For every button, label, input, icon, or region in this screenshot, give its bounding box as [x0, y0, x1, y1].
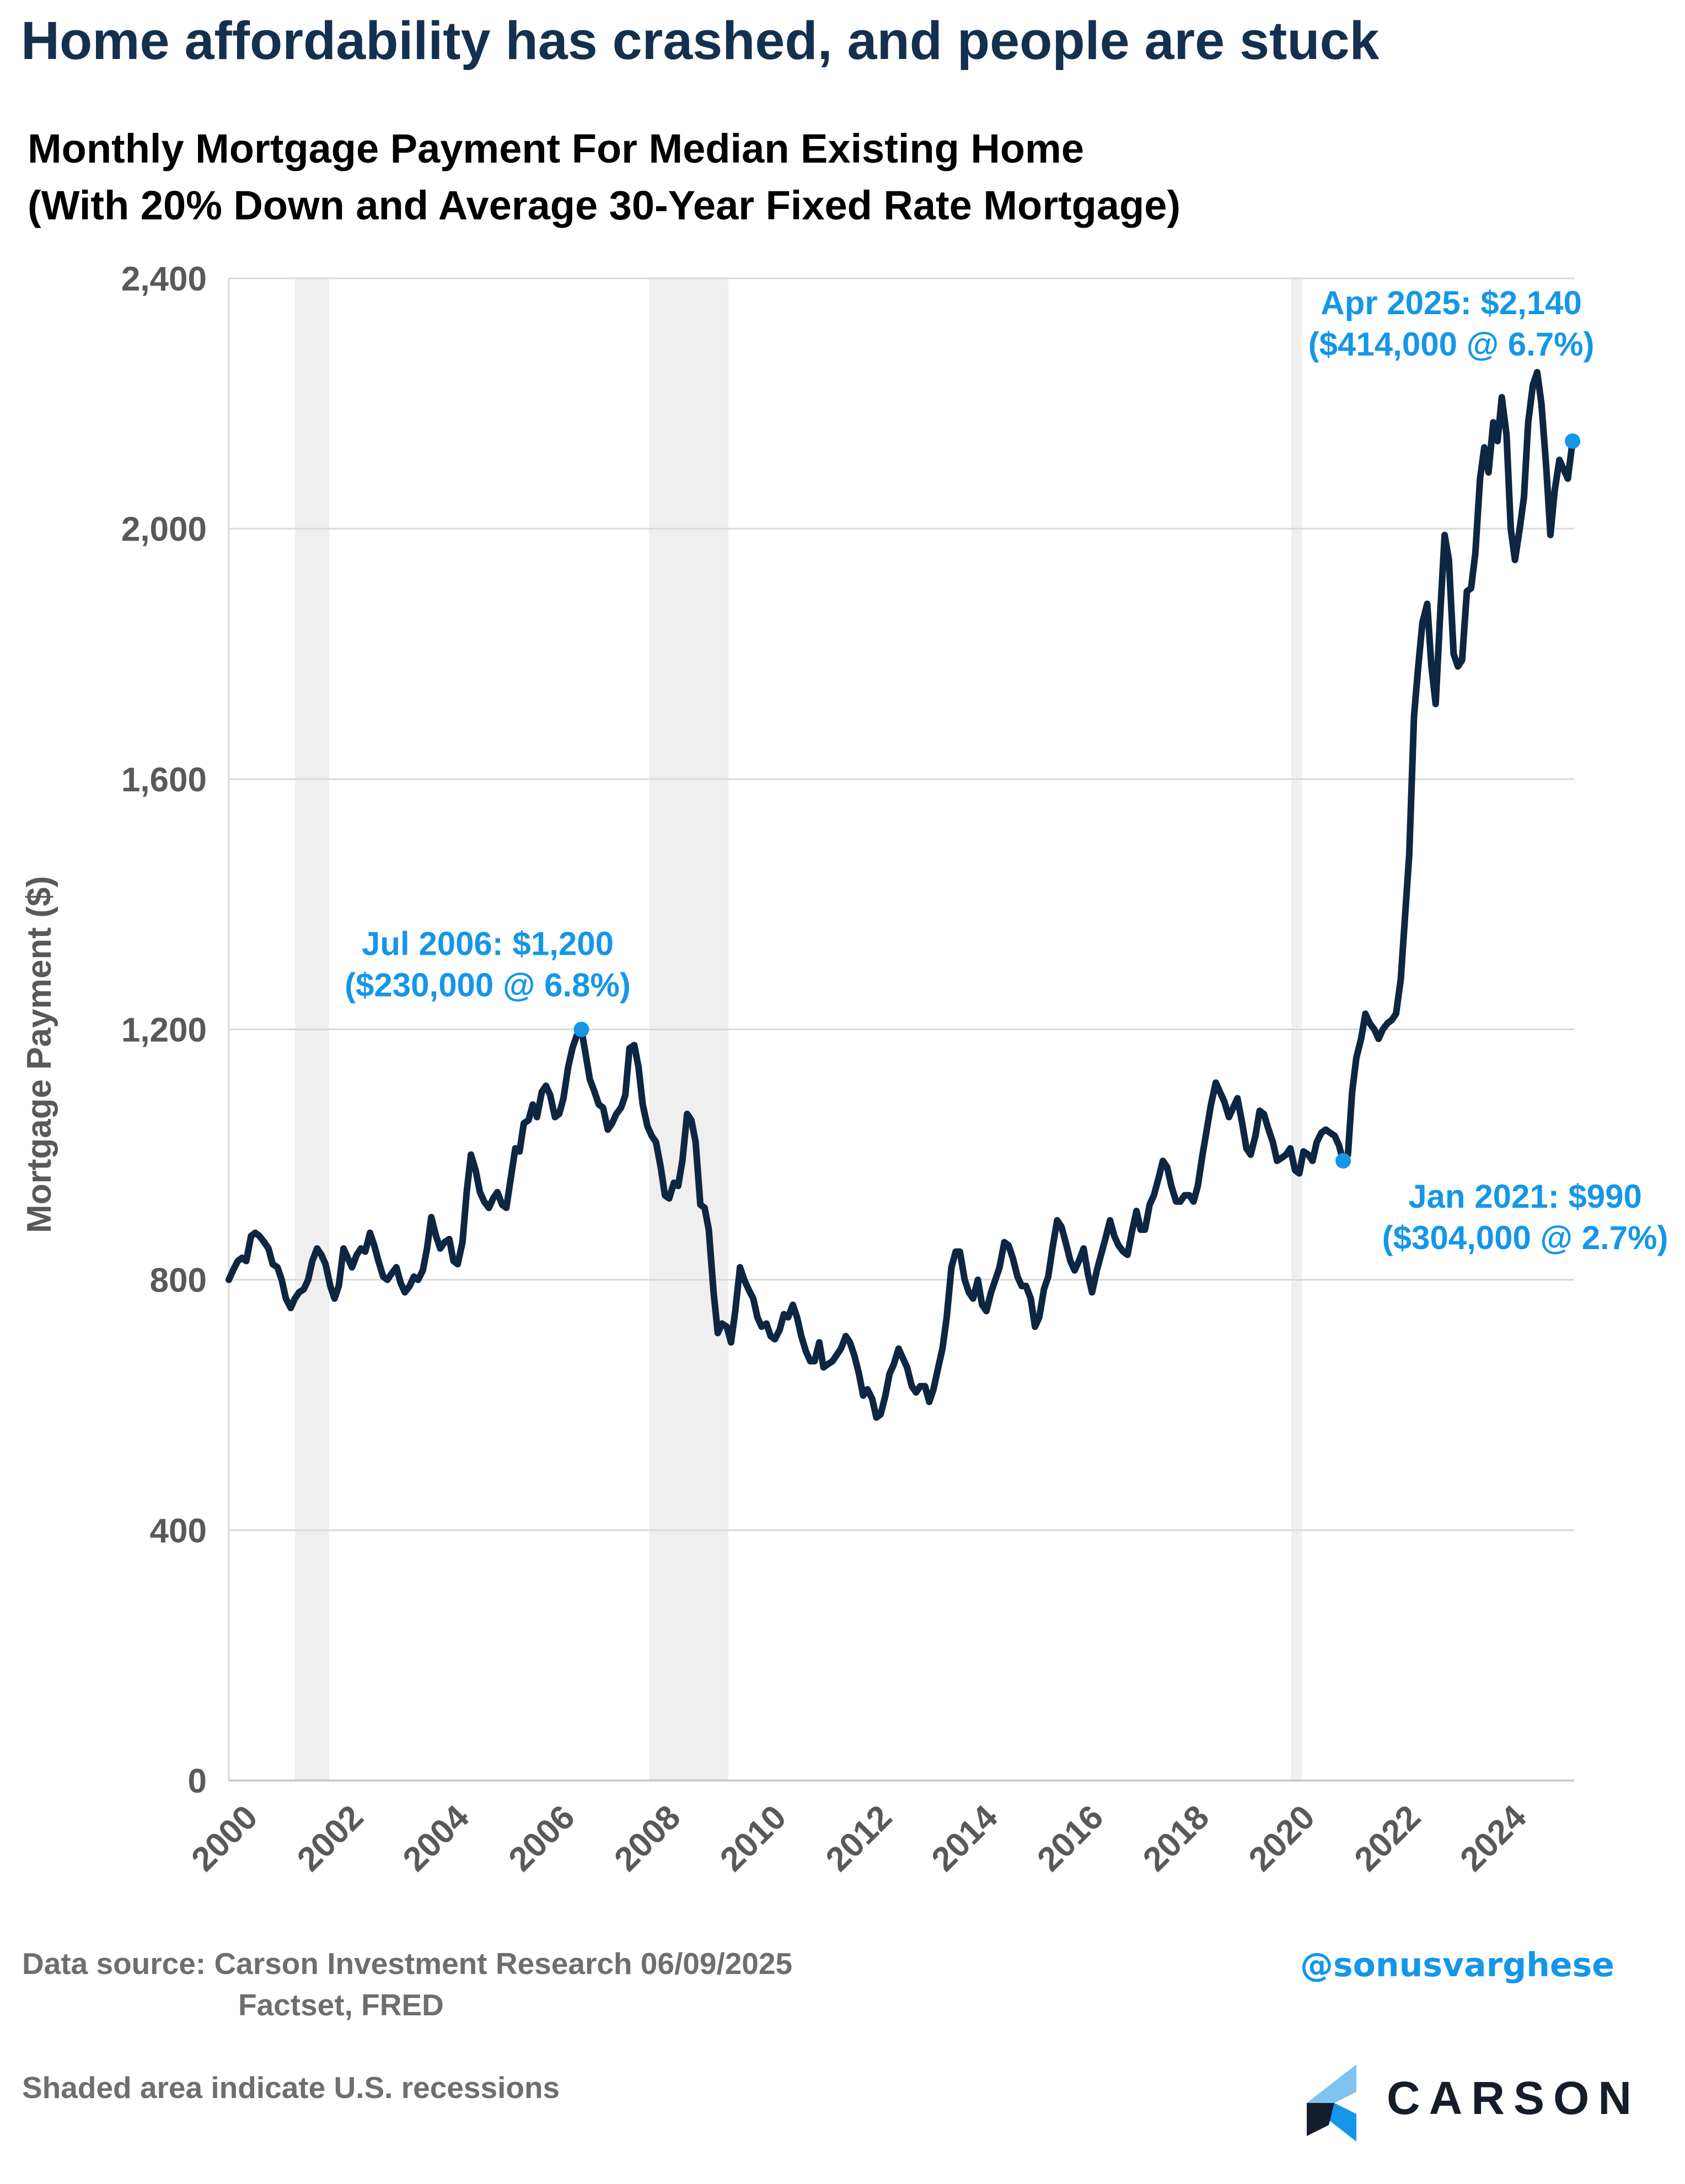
recession-note: Shaded area indicate U.S. recessions — [22, 2070, 560, 2105]
annotation-3-line-2: ($414,000 @ 6.7%) — [1308, 326, 1595, 363]
x-tick-2024: 2024 — [1453, 1798, 1534, 1879]
carson-logo-icon — [1307, 2064, 1356, 2142]
annotation-1-line-1: Jul 2006: $1,200 — [362, 926, 614, 962]
gridlines — [229, 277, 1574, 1531]
y-tick-1,600: 1,600 — [121, 761, 207, 799]
y-axis-label: Mortgage Payment ($) — [20, 876, 58, 1233]
x-tick-2020: 2020 — [1242, 1798, 1322, 1879]
chart-headline: Home affordability has crashed, and peop… — [21, 10, 1380, 71]
x-tick-2006: 2006 — [502, 1798, 582, 1879]
y-tick-1,200: 1,200 — [121, 1012, 207, 1050]
y-tick-labels: 0 400 800 1,200 1,600 2,000 2,400 — [121, 260, 207, 1800]
annotation-marker-1 — [573, 1021, 589, 1037]
y-tick-400: 400 — [150, 1512, 207, 1550]
x-tick-2002: 2002 — [290, 1798, 371, 1879]
x-tick-2018: 2018 — [1136, 1798, 1216, 1879]
annotation-2-line-1: Jan 2021: $990 — [1408, 1178, 1642, 1215]
chart-subtitle: Monthly Mortgage Payment For Median Exis… — [28, 120, 1627, 234]
x-tick-labels: 2000 2002 2004 2006 2008 2010 2012 2014 2016 2018… — [184, 1798, 1534, 1879]
carson-logo-wordmark: CARSON — [1387, 2072, 1641, 2124]
y-tick-2,400: 2,400 — [121, 260, 207, 298]
axes — [228, 278, 1574, 1782]
series-layer — [226, 369, 1576, 1421]
y-tick-2,000: 2,000 — [121, 510, 207, 548]
x-tick-2012: 2012 — [819, 1798, 899, 1879]
annotation-marker-3 — [1565, 433, 1581, 449]
subtitle-line-2: (With 20% Down and Average 30-Year Fixed… — [28, 182, 1181, 228]
x-tick-2010: 2010 — [713, 1798, 793, 1879]
x-tick-2008: 2008 — [607, 1798, 688, 1879]
annotation-marker-2 — [1335, 1153, 1351, 1169]
annotation-2-line-2: ($304,000 @ 2.7%) — [1382, 1219, 1668, 1256]
x-tick-2016: 2016 — [1030, 1798, 1110, 1879]
x-tick-2000: 2000 — [184, 1798, 265, 1879]
data-source: Data source: Carson Investment Research … — [22, 1946, 793, 1981]
author-handle[interactable]: @sonusvarghese — [1300, 1946, 1614, 1984]
x-tick-2004: 2004 — [396, 1798, 477, 1879]
series-line-1 — [226, 369, 1576, 1421]
x-tick-2014: 2014 — [925, 1798, 1006, 1879]
mortgage-payment-chart: 0 400 800 1,200 1,600 2,000 2,400 2000 2002 2004… — [20, 260, 1668, 1879]
x-tick-2022: 2022 — [1347, 1798, 1428, 1879]
carson-logo: CARSON — [1296, 2056, 1632, 2150]
annotations: Jul 2006: $1,200 ($230,000 @ 6.8%) Jan 202… — [345, 284, 1668, 1256]
subtitle-line-1: Monthly Mortgage Payment For Median Exis… — [28, 126, 1084, 171]
y-tick-800: 800 — [150, 1262, 207, 1300]
y-tick-0: 0 — [188, 1762, 207, 1800]
annotation-3-line-1: Apr 2025: $2,140 — [1321, 284, 1582, 321]
data-source-continued: Factset, FRED — [238, 1988, 444, 2022]
annotation-1-line-2: ($230,000 @ 6.8%) — [345, 967, 631, 1004]
